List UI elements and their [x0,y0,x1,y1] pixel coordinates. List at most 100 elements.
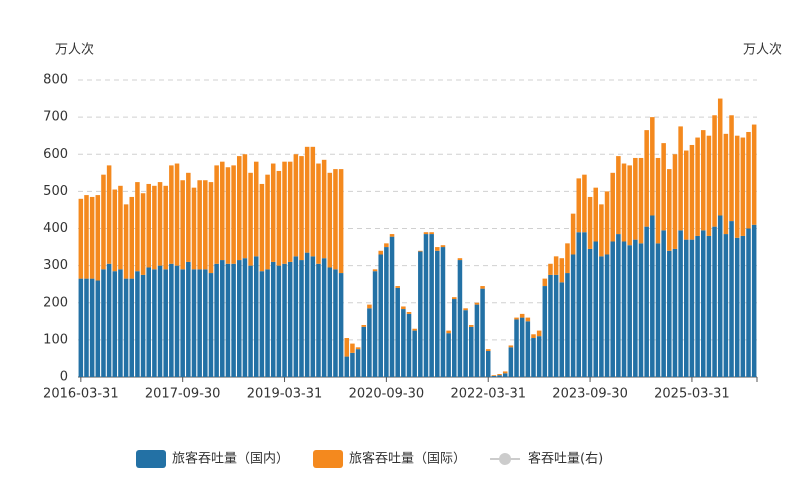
bar-segment [395,287,400,377]
bar-segment [344,338,350,357]
bar-segment [259,183,265,272]
bar-segment [163,185,168,270]
bar-segment [678,230,683,377]
bar-segment [633,157,638,240]
bar-segment [440,247,446,377]
bar-segment [599,204,604,257]
bar-segment [463,310,468,377]
bar-segment [548,263,553,275]
bar-segment [616,234,621,377]
bar-segment [717,215,723,377]
bar-segment [412,330,417,377]
bar-segment [106,263,112,377]
bar-segment [248,265,253,377]
bar-segment [180,180,185,270]
x-tick-label: 2022-03-31 [450,387,526,402]
bar-segment [655,243,661,377]
bar-segment [672,248,678,377]
bar-segment [661,143,666,231]
bar-segment [621,163,627,242]
bar-segment [293,256,299,377]
bar-segment [389,234,395,237]
bar-segment [152,269,157,377]
bar-segment [734,237,740,377]
bar-segment [587,248,593,377]
bar-segment [655,157,661,244]
bar-segment [565,273,570,377]
bar-segment [446,333,451,377]
bar-segment [265,174,270,270]
bar-segment [123,278,129,377]
bar-segment [174,265,180,377]
bar-segment [214,165,219,264]
bar-segment [333,269,338,377]
bar-segment [135,182,140,272]
bar-segment [140,274,146,377]
bar-segment [412,328,417,331]
legend-swatch [499,453,512,465]
bar-segment [253,161,259,257]
bar-segment [129,196,135,279]
bar-segment [746,131,751,229]
bar-segment [565,243,570,274]
bar-segment [429,232,434,235]
bar-segment [84,195,89,279]
bar-segment [118,269,123,377]
x-tick-label: 2020-09-30 [349,387,425,402]
bar-segment [186,261,191,377]
bar-segment [203,269,208,377]
legend-swatch [136,450,166,468]
bar-segment [169,263,174,377]
bar-segment [384,247,389,377]
bar-segment [519,313,525,318]
y-tick-label: 300 [43,258,68,273]
x-tick-label: 2023-09-30 [552,387,628,402]
bar-segment [582,232,587,377]
bar-segment [723,234,729,377]
bar-segment [276,265,282,377]
bar-segment [248,172,253,266]
bar-segment [197,180,202,270]
bar-segment [316,263,321,377]
bar-segment [621,241,627,377]
bar-segment [231,263,236,377]
bar-segment [299,260,304,377]
bar-segment [418,251,423,377]
bar-segment [491,375,497,376]
bar-segment [684,150,689,240]
bar-segment [435,247,440,251]
bar-segment [638,243,644,377]
bar-segment [723,133,729,235]
bar-segment [638,157,644,244]
bar-segment [570,213,576,255]
bar-segment [616,156,621,235]
bar-segment [253,256,259,377]
bar-segment [672,154,678,249]
bar-segment [633,239,638,377]
bar-segment [559,258,565,283]
bar-segment [746,228,751,377]
bar-segment [169,165,174,264]
y-tick-label: 700 [43,110,68,125]
bar-segment [344,356,350,377]
bar-segment [576,232,582,377]
bar-segment [95,195,101,281]
bar-segment [225,167,231,264]
bar-segment [406,312,412,314]
bar-segment [321,159,327,259]
bar-segment [197,269,202,377]
bar-segment [327,267,333,377]
bar-segment [367,308,372,377]
y2-axis-title: 万人次 [743,42,782,58]
bar-segment [350,352,355,377]
bar-segment [548,274,553,377]
bar-segment [84,278,89,377]
bar-segment [304,146,310,253]
bar-segment [474,304,480,377]
bar-segment [712,115,717,227]
bar-segment [112,271,118,377]
y-tick-label: 600 [43,147,68,162]
bar-segment [242,154,248,259]
bar-segment [157,182,163,266]
bar-segment [236,156,242,261]
